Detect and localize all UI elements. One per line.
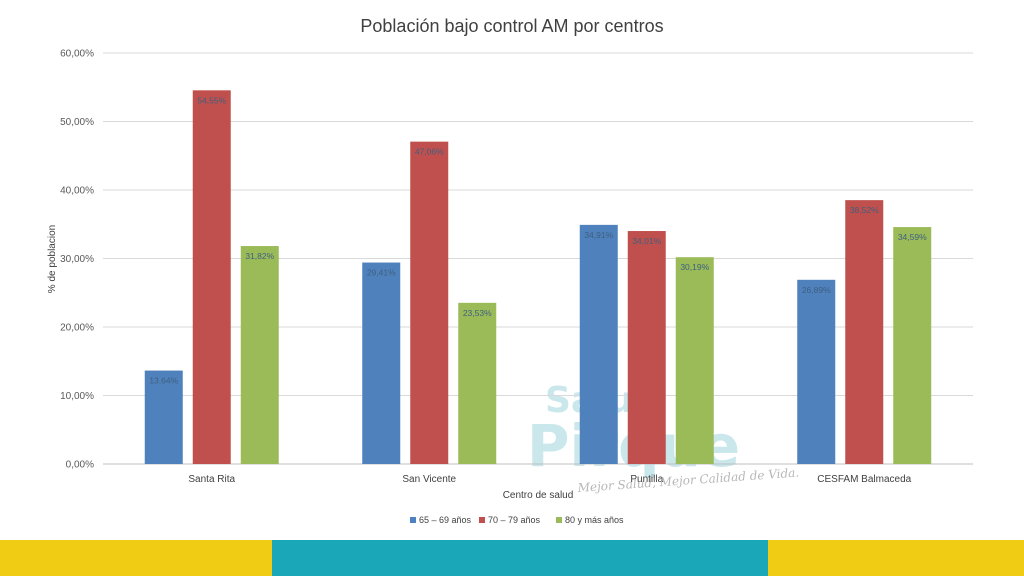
data-label: 31,82% — [245, 251, 274, 261]
bar — [675, 257, 714, 464]
y-tick-label: 40,00% — [60, 186, 94, 197]
bar — [893, 227, 932, 464]
bar — [240, 246, 279, 464]
y-tick-label: 20,00% — [60, 323, 94, 334]
bar — [627, 231, 666, 464]
footer-band-left — [0, 540, 272, 576]
bar — [458, 302, 497, 464]
footer-band-right — [768, 540, 1024, 576]
y-axis-title: % de poblacion — [47, 225, 58, 293]
bar — [797, 279, 836, 464]
chart-title: Población bajo control AM por centros — [360, 16, 664, 36]
data-label: 38,52% — [850, 205, 879, 215]
x-category-label: San Vicente — [402, 474, 456, 485]
y-tick-label: 50,00% — [60, 117, 94, 128]
data-label: 30,19% — [680, 262, 709, 272]
bar — [192, 90, 231, 465]
data-label: 54,55% — [197, 95, 226, 105]
y-tick-label: 0,00% — [66, 460, 94, 471]
data-label: 34,59% — [898, 232, 927, 242]
legend-label: 80 y más años — [565, 515, 624, 525]
bar — [410, 141, 449, 464]
y-tick-label: 60,00% — [60, 49, 94, 60]
x-category-label: Santa Rita — [188, 474, 235, 485]
legend-label: 70 – 79 años — [488, 515, 541, 525]
bar — [144, 370, 183, 464]
y-tick-label: 10,00% — [60, 391, 94, 402]
x-category-label: Puntilla — [630, 474, 663, 485]
data-label: 29,41% — [367, 268, 396, 278]
data-label: 47,06% — [415, 147, 444, 157]
chart-area: Población bajo control AM por centros Sa… — [47, 16, 973, 525]
data-label: 23,53% — [463, 308, 492, 318]
bar — [362, 262, 401, 464]
data-label: 34,01% — [632, 236, 661, 246]
bar-chart: SaludPirque0,00%10,00%20,00%30,00%40,00%… — [47, 49, 973, 525]
x-axis-title: Centro de salud — [503, 490, 574, 501]
data-label: 26,89% — [802, 285, 831, 295]
footer-band — [0, 540, 1024, 576]
bar — [579, 224, 618, 464]
legend-swatch — [556, 517, 562, 523]
data-label: 13,64% — [149, 376, 178, 386]
data-label: 34,91% — [584, 230, 613, 240]
x-category-label: CESFAM Balmaceda — [817, 474, 911, 485]
footer-band-center — [272, 540, 768, 576]
legend-label: 65 – 69 años — [419, 515, 472, 525]
bar — [845, 200, 884, 464]
legend-swatch — [410, 517, 416, 523]
legend-swatch — [479, 517, 485, 523]
y-tick-label: 30,00% — [60, 254, 94, 265]
